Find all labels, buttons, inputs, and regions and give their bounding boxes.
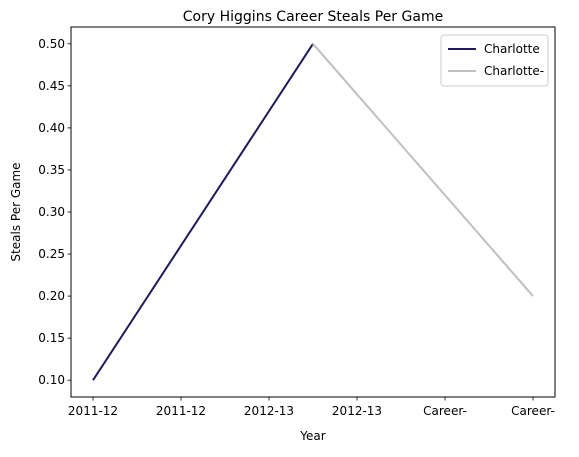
x-tick-label: Career- [423,404,467,418]
legend-label-2: Charlotte- [484,64,544,78]
y-tick-label: 0.20 [38,289,65,303]
y-tick-label: 0.10 [38,373,65,387]
x-tick-label: 2011-12 [68,404,118,418]
y-tick-label: 0.40 [38,121,65,135]
x-tick-label: Career- [511,404,555,418]
series-line-1 [92,43,314,381]
legend: Charlotte Charlotte- [440,34,549,87]
legend-frame [440,34,549,87]
y-tick-label: 0.50 [38,37,65,51]
x-axis-label: Year [299,429,325,443]
y-tick-label: 0.25 [38,247,65,261]
y-axis-label: Steals Per Game [9,162,23,261]
y-tick-label: 0.35 [38,163,65,177]
chart-title: Cory Higgins Career Steals Per Game [183,9,443,25]
legend-label-1: Charlotte [484,42,540,56]
x-axis-ticks: 2011-12 2011-12 2012-13 2012-13 Career- Caree… [68,397,555,418]
x-tick-label: 2011-12 [156,404,206,418]
y-axis-ticks: 0.10 0.15 0.20 0.25 0.30 0.35 0.40 0.45 0.50 [38,37,71,387]
y-tick-label: 0.30 [38,205,65,219]
series-lines [92,43,534,381]
x-tick-label: 2012-13 [332,404,382,418]
x-tick-label: 2012-13 [244,404,294,418]
y-tick-label: 0.45 [38,79,65,93]
series-line-2 [312,43,534,297]
y-tick-label: 0.15 [38,331,65,345]
